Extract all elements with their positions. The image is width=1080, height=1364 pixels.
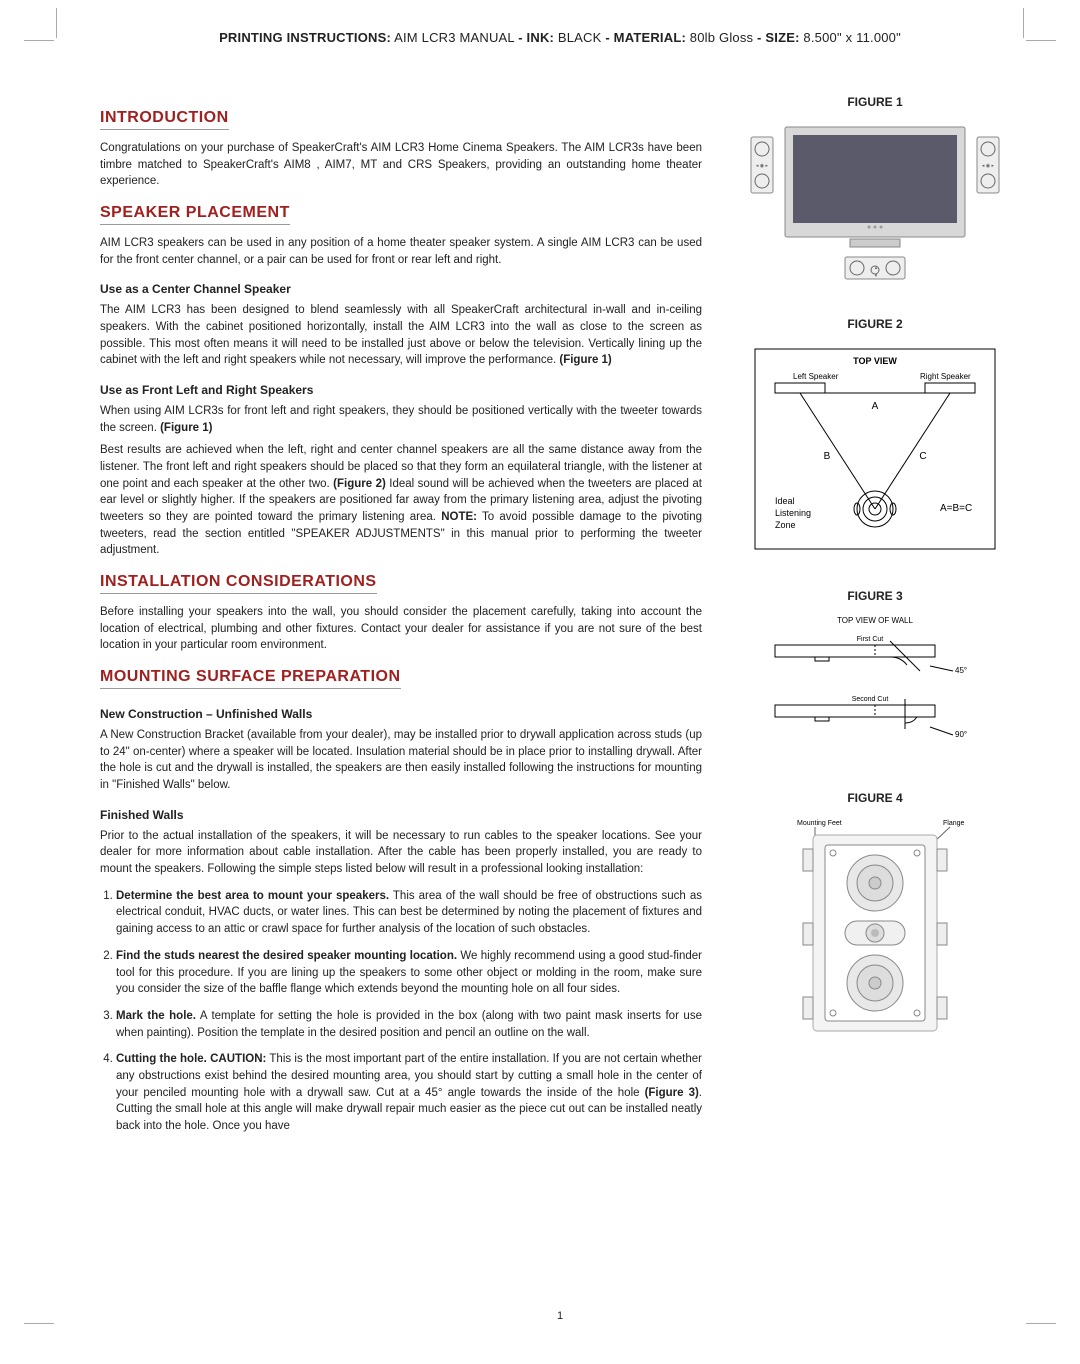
figure-4: Mounting Feet Flange [730, 813, 1020, 1033]
svg-text:TOP VIEW OF WALL: TOP VIEW OF WALL [837, 616, 913, 625]
svg-text:Mounting Feet: Mounting Feet [797, 820, 842, 827]
figure-1: ◂ ◉ ▸ ◂ ◉ ▸ ▴ ▾ [730, 117, 1020, 287]
placement-sub1: Use as a Center Channel Speaker [100, 282, 702, 296]
content-columns: INTRODUCTION Congratulations on your pur… [100, 95, 1020, 1145]
placement-p3b: (Figure 1) [160, 422, 212, 434]
figure-2: TOP VIEW Left Speaker Right Speaker A B … [730, 339, 1020, 559]
figure-2-label: FIGURE 2 [730, 317, 1020, 331]
page: PRINTING INSTRUCTIONS: AIM LCR3 MANUAL -… [100, 30, 1020, 1334]
step-3: Mark the hole. A template for setting th… [116, 1008, 702, 1041]
step-4-figref: (Figure 3) [645, 1087, 699, 1099]
hdr-instructions-label: PRINTING INSTRUCTIONS: [219, 30, 391, 45]
svg-text:Ideal: Ideal [775, 496, 795, 506]
right-column: FIGURE 1 ◂ ◉ ▸ ◂ ◉ ▸ [730, 95, 1020, 1145]
svg-text:45°: 45° [955, 666, 967, 675]
svg-text:First Cut: First Cut [857, 636, 884, 643]
hdr-material-label: - MATERIAL: [605, 30, 686, 45]
svg-text:C: C [919, 451, 926, 462]
hdr-ink-label: - INK: [518, 30, 554, 45]
mount-p2: Prior to the actual installation of the … [100, 828, 702, 878]
figure-3-label: FIGURE 3 [730, 589, 1020, 603]
hdr-size-label: - SIZE: [757, 30, 800, 45]
svg-text:Left Speaker: Left Speaker [793, 372, 839, 381]
mount-steps: Determine the best area to mount your sp… [100, 888, 702, 1135]
placement-p2b: (Figure 1) [559, 354, 611, 366]
figure-1-label: FIGURE 1 [730, 95, 1020, 109]
mount-sub1: New Construction – Unfinished Walls [100, 707, 702, 721]
svg-text:A=B=C: A=B=C [940, 503, 972, 514]
svg-text:◂ ◉ ▸: ◂ ◉ ▸ [756, 163, 769, 169]
svg-text:TOP VIEW: TOP VIEW [853, 356, 897, 366]
print-header: PRINTING INSTRUCTIONS: AIM LCR3 MANUAL -… [100, 30, 1020, 45]
placement-p3: When using AIM LCR3s for front left and … [100, 403, 702, 436]
svg-text:◂ ◉ ▸: ◂ ◉ ▸ [982, 163, 995, 169]
hdr-size: 8.500" x 11.000" [800, 30, 901, 45]
hdr-ink: BLACK [554, 30, 605, 45]
step-2-bold: Find the studs nearest the desired speak… [116, 950, 457, 962]
section-placement-title: SPEAKER PLACEMENT [100, 204, 290, 225]
step-3-text: A template for setting the hole is provi… [116, 1010, 702, 1039]
placement-sub2: Use as Front Left and Right Speakers [100, 383, 702, 397]
figure-4-label: FIGURE 4 [730, 791, 1020, 805]
placement-p2: The AIM LCR3 has been designed to blend … [100, 302, 702, 369]
mount-sub2: Finished Walls [100, 808, 702, 822]
section-install-title: INSTALLATION CONSIDERATIONS [100, 573, 377, 594]
placement-p4d: NOTE: [441, 511, 477, 523]
svg-text:Flange: Flange [943, 820, 965, 827]
section-intro-title: INTRODUCTION [100, 109, 229, 130]
placement-p4b: (Figure 2) [333, 478, 386, 490]
left-column: INTRODUCTION Congratulations on your pur… [100, 95, 702, 1145]
page-number: 1 [100, 1310, 1020, 1322]
section-mount-title: MOUNTING SURFACE PREPARATION [100, 668, 401, 689]
step-4-bold: Cutting the hole. CAUTION: [116, 1053, 266, 1065]
step-3-bold: Mark the hole. [116, 1010, 196, 1022]
svg-text:A: A [872, 401, 879, 412]
placement-p4: Best results are achieved when the left,… [100, 442, 702, 559]
intro-p1: Congratulations on your purchase of Spea… [100, 140, 702, 190]
mount-p1: A New Construction Bracket (available fr… [100, 727, 702, 794]
step-4: Cutting the hole. CAUTION: This is the m… [116, 1051, 702, 1134]
placement-p1: AIM LCR3 speakers can be used in any pos… [100, 235, 702, 268]
hdr-material: 80lb Gloss [686, 30, 757, 45]
svg-text:Zone: Zone [775, 520, 796, 530]
hdr-product: AIM LCR3 MANUAL [391, 30, 518, 45]
install-p1: Before installing your speakers into the… [100, 604, 702, 654]
step-1-bold: Determine the best area to mount your sp… [116, 890, 389, 902]
svg-text:90°: 90° [955, 730, 967, 739]
figure-3: TOP VIEW OF WALL First Cut 45° Second Cu… [730, 611, 1020, 761]
step-2: Find the studs nearest the desired speak… [116, 948, 702, 998]
step-1: Determine the best area to mount your sp… [116, 888, 702, 938]
svg-text:Listening: Listening [775, 508, 811, 518]
svg-text:B: B [824, 451, 831, 462]
svg-text:Second Cut: Second Cut [852, 696, 889, 703]
svg-text:Right Speaker: Right Speaker [920, 372, 971, 381]
